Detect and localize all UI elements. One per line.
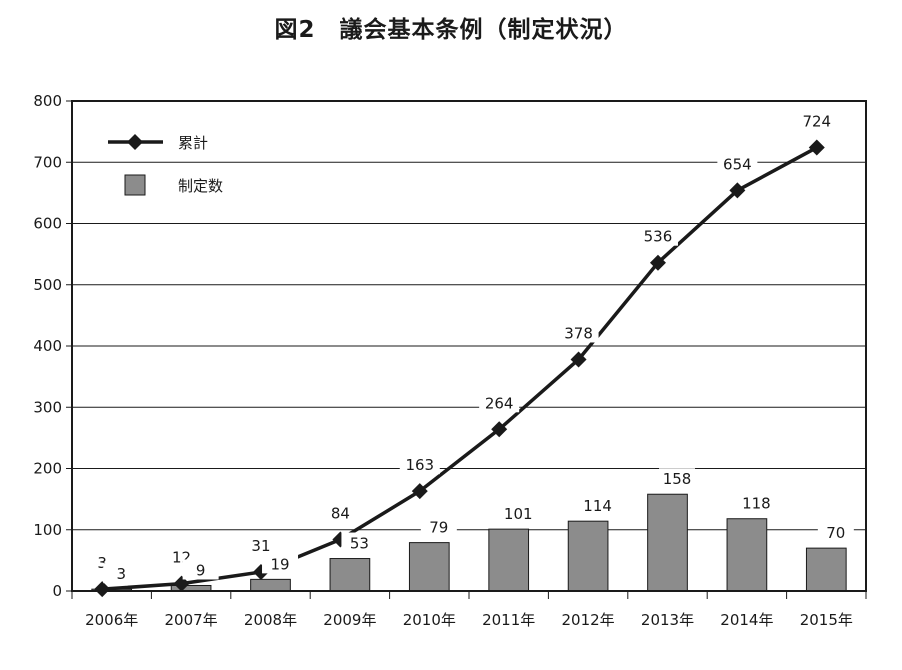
bar-2013年	[647, 493, 688, 592]
y-tick-label-800: 800	[33, 92, 62, 110]
line-point-2013年	[649, 254, 666, 271]
line-label-2010年: 163	[405, 456, 434, 474]
line-label-bg-2011年	[479, 392, 520, 413]
bar-label-bg-2011年	[500, 503, 537, 524]
bar-label-bg-2008年	[262, 553, 299, 574]
bar-label-2013年: 158	[663, 470, 692, 488]
y-tick-label-0: 0	[52, 582, 62, 600]
bar-label-bg-2006年	[103, 563, 140, 584]
bar-label-2009年: 53	[350, 535, 369, 553]
bar-label-bg-2013年	[659, 468, 696, 489]
y-tick-label-300: 300	[33, 398, 62, 416]
line-point-2010年	[411, 483, 428, 500]
line-layer	[94, 139, 825, 598]
bar-2008年	[250, 578, 291, 592]
bar-2014年	[726, 518, 768, 592]
y-tick-label-500: 500	[33, 276, 62, 294]
bar-label-bg-2009年	[341, 532, 378, 553]
y-tick-label-600: 600	[33, 215, 62, 233]
bar-2011年	[488, 528, 530, 592]
x-tick-label-2013年: 2013年	[641, 611, 694, 629]
line-label-bg-2015年	[796, 110, 837, 131]
legend-label-count: 制定数	[178, 177, 223, 195]
bar-2010年	[408, 542, 450, 592]
line-label-bg-2008年	[240, 535, 281, 556]
bar-label-2007年: 9	[196, 561, 206, 579]
line-cumulative	[102, 146, 818, 591]
line-label-2008年: 31	[251, 537, 270, 555]
x-tick-label-2007年: 2007年	[165, 611, 218, 629]
x-tick-label-2009年: 2009年	[323, 611, 376, 629]
line-label-2011年: 264	[485, 394, 514, 412]
axis-layer: 0 100 200 300 400 500 600 700 800 2006年 2007年 2008年…	[33, 92, 867, 629]
legend-label-cumulative: 累計	[178, 134, 208, 152]
y-tick-label-200: 200	[33, 460, 62, 478]
line-label-bg-2010年	[399, 454, 440, 475]
bar-label-bg-2007年	[182, 559, 219, 580]
bar-label-2014年: 118	[742, 495, 771, 513]
line-label-bg-2013年	[637, 225, 678, 246]
y-tick-label-400: 400	[33, 337, 62, 355]
bar-2015年	[805, 547, 847, 592]
line-label-2006年: 3	[97, 554, 107, 572]
line-label-2014年: 654	[723, 155, 752, 173]
x-tick-label-2014年: 2014年	[720, 611, 773, 629]
x-tick-label-2012年: 2012年	[562, 611, 615, 629]
line-label-bg-2009年	[320, 502, 361, 523]
x-tick-label-2006年: 2006年	[85, 611, 138, 629]
line-label-2013年: 536	[644, 228, 673, 246]
bar-label-bg-2014年	[738, 492, 775, 513]
x-tick-label-2008年: 2008年	[244, 611, 297, 629]
x-tick-label-2011年: 2011年	[482, 611, 535, 629]
x-tick-label-2010年: 2010年	[403, 611, 456, 629]
bar-label-bg-2015年	[817, 522, 854, 543]
line-label-bg-2014年	[717, 153, 758, 174]
bar-label-2011年: 101	[504, 505, 533, 523]
bar-2009年	[329, 558, 371, 592]
line-point-2011年	[491, 421, 508, 438]
line-point-2007年	[173, 575, 190, 592]
line-label-2009年: 84	[331, 505, 350, 523]
line-point-2012年	[570, 351, 587, 368]
line-label-bg-2012年	[558, 322, 599, 343]
bar-label-2008年: 19	[270, 555, 289, 573]
bar-label-2015年: 70	[826, 524, 845, 542]
bar-label-2012年: 114	[583, 497, 612, 515]
legend-line-marker	[127, 134, 143, 150]
bar-label-bg-2012年	[579, 495, 616, 516]
chart-title: 図2 議会基本条例（制定状況）	[274, 17, 628, 43]
bar-2012年	[567, 520, 609, 592]
bar-label-bg-2010年	[420, 516, 457, 537]
bar-layer	[91, 493, 847, 592]
line-point-2014年	[729, 182, 746, 199]
line-point-2015年	[808, 139, 825, 156]
bar-label-2010年: 79	[429, 519, 448, 537]
x-tick-label-2015年: 2015年	[800, 611, 853, 629]
bar-label-2006年: 3	[116, 565, 126, 583]
line-label-2015年: 724	[802, 113, 831, 131]
y-tick-label-100: 100	[33, 521, 62, 539]
grid-layer	[72, 161, 866, 531]
line-label-2012年: 378	[564, 324, 593, 342]
y-tick-label-700: 700	[33, 153, 62, 171]
line-point-2006年	[94, 581, 111, 598]
legend-bar-swatch	[124, 174, 146, 196]
